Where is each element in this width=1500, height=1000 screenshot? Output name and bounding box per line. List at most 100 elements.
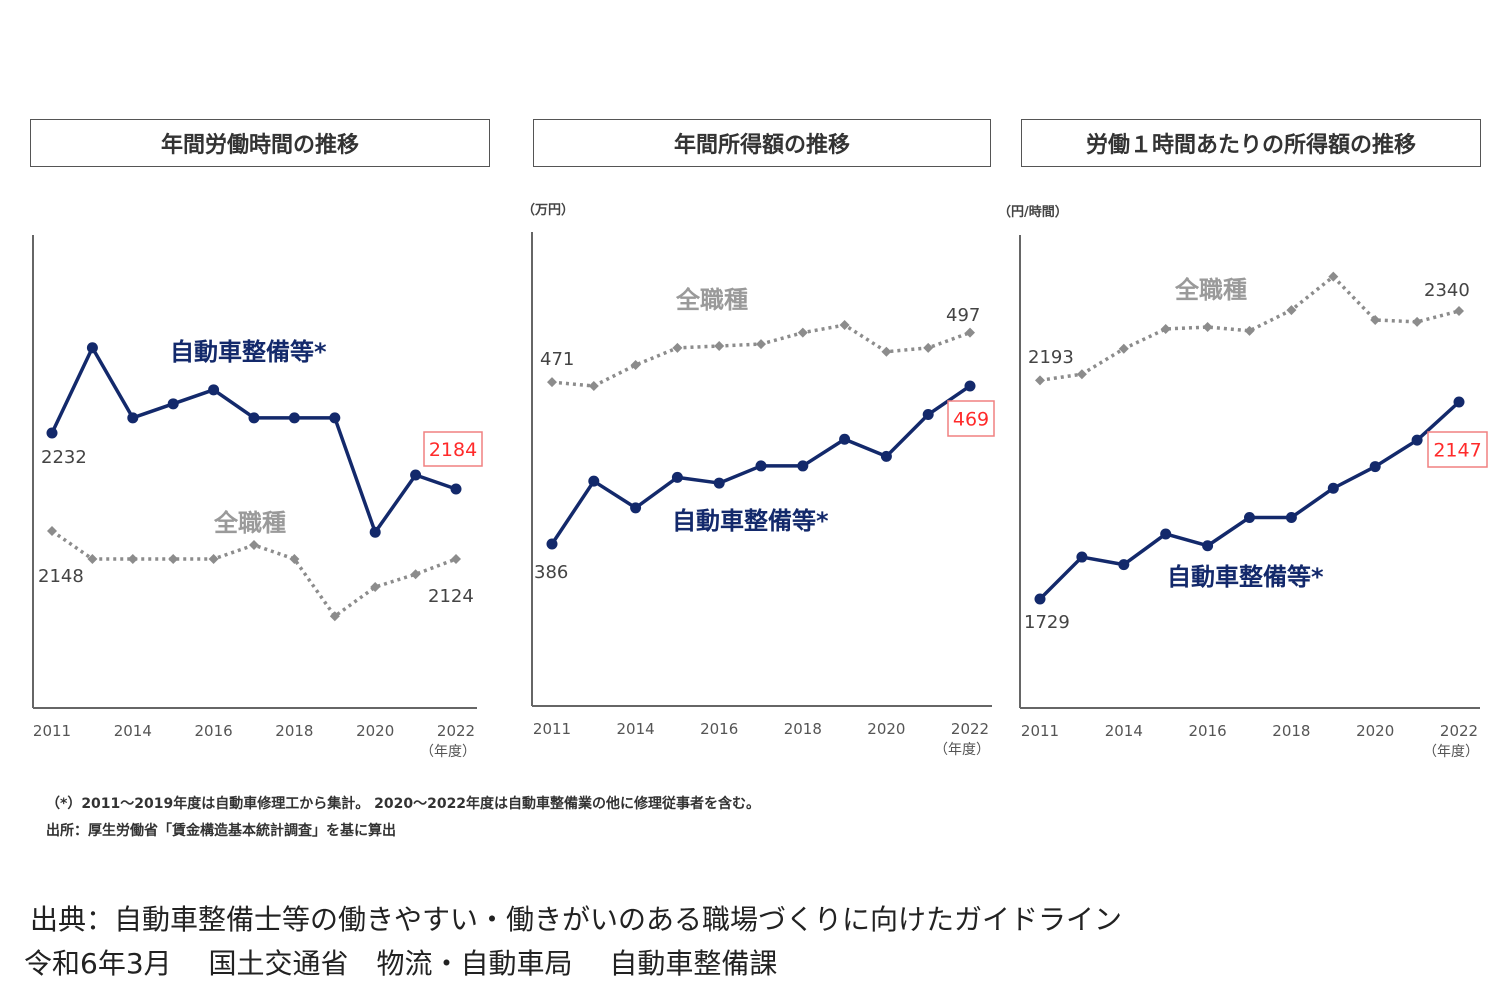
chart1-all-point-2020: [370, 582, 381, 593]
chart3-title: 労働１時間あたりの所得額の推移: [1021, 119, 1481, 167]
chart3-auto-point-2013: [1076, 551, 1088, 563]
chart1-x-tick-label: 2018: [275, 722, 313, 740]
chart1-all-point-2021: [410, 569, 421, 580]
chart3-all-point-2018: [1286, 305, 1297, 316]
chart2-x-tick-label: 2022: [951, 720, 989, 738]
chart2-all-point-2015: [672, 342, 683, 353]
chart1-all-point-2013: [87, 554, 98, 565]
chart2-all-point-2017: [756, 339, 766, 350]
chart2-x-tick-label: 2011: [533, 720, 571, 738]
chart1-all-first-value: 2148: [38, 566, 84, 587]
chart3-auto-point-2011: [1034, 593, 1046, 605]
chart1-series-label-auto: 自動車整備等*: [170, 338, 327, 366]
chart3-all-point-2011: [1035, 375, 1045, 386]
chart3-all-last-value: 2340: [1424, 280, 1470, 301]
chart2-auto-point-2016: [713, 477, 725, 489]
data-source-note: 出所：厚生労働省「賃金構造基本統計調査」を基に算出: [46, 823, 396, 839]
chart1-auto-point-2017: [248, 412, 260, 424]
chart2-auto-point-2011: [546, 538, 558, 550]
chart1-auto-point-2019: [329, 412, 341, 424]
chart2-auto-last-value: 469: [953, 409, 989, 431]
chart2-all-point-2014: [630, 360, 641, 371]
footnote: （*）2011～2019年度は自動車修理工から集計。 2020～2022年度は自…: [46, 796, 761, 812]
chart3-unit-label: （円/時間）: [998, 205, 1068, 220]
chart2-auto-point-2019: [839, 433, 851, 445]
chart1-all-point-2016: [208, 554, 219, 565]
citation-line-1: 出典：自動車整備士等の働きやすい・働きがいのある職場づくりに向けたガイドライン: [30, 903, 1123, 936]
chart1-all-point-2022: [451, 554, 461, 565]
chart3-series-label-auto: 自動車整備等*: [1167, 563, 1324, 591]
chart3-x-tick-label: 2020: [1356, 722, 1394, 740]
chart3-x-axis-label: （年度）: [1423, 744, 1479, 760]
chart3-series-label-all: 全職種: [1174, 276, 1247, 304]
chart3-auto-point-2022: [1453, 396, 1465, 408]
chart3-x-tick-label: 2014: [1105, 722, 1143, 740]
chart3-x-tick-label: 2011: [1021, 722, 1059, 740]
chart1-series-auto-line: [50, 346, 457, 534]
chart2-x-axis-label: （年度）: [934, 742, 990, 758]
chart3-all-point-2020: [1370, 314, 1381, 325]
chart1-auto-first-value: 2232: [41, 447, 87, 468]
chart1-auto-point-2021: [410, 469, 422, 481]
chart1-x-tick-label: 2022: [437, 722, 475, 740]
chart2-x-tick-label: 2014: [617, 720, 655, 738]
chart2-series-label-auto: 自動車整備等*: [672, 507, 829, 535]
chart3-all-point-2013: [1076, 369, 1087, 380]
chart3-auto-point-2020: [1369, 461, 1381, 473]
chart3-all-first-value: 2193: [1028, 347, 1074, 368]
chart1-all-point-2014: [127, 554, 138, 565]
chart3-auto-point-2014: [1118, 559, 1130, 571]
chart2-auto-point-2015: [671, 471, 683, 483]
chart1-x-axis-label: （年度）: [420, 744, 476, 760]
chart1-highlight-box: [423, 431, 483, 467]
citation-line-2: 令和6年3月 国土交通省 物流・自動車局 自動車整備課: [24, 947, 778, 980]
chart1-x-tick-label: 2020: [356, 722, 394, 740]
chart1-all-point-2011: [47, 526, 57, 537]
chart2-auto-point-2022: [964, 380, 976, 392]
chart3-auto-point-2017: [1244, 511, 1255, 523]
chart1-series-label-all: 全職種: [213, 509, 286, 537]
chart3-all-point-2014: [1118, 343, 1129, 354]
chart3-highlight-box: [1427, 431, 1488, 468]
chart1-all-point-2017: [249, 540, 259, 551]
chart1-auto-point-2016: [208, 384, 220, 396]
chart1-all-point-2019: [329, 611, 340, 622]
chart2-auto-first-value: 386: [534, 562, 568, 583]
chart3-auto-point-2018: [1285, 511, 1297, 523]
chart2-all-point-2018: [797, 327, 808, 338]
chart3-all-point-2019: [1328, 271, 1339, 282]
chart3-all-point-2021: [1412, 316, 1423, 327]
chart2-all-last-value: 497: [946, 305, 980, 326]
chart2-highlight-box: [947, 400, 995, 437]
chart1-auto-last-value: 2184: [429, 439, 477, 461]
chart3-all-point-2016: [1202, 322, 1213, 333]
chart2-auto-point-2017: [755, 460, 767, 472]
chart2-auto-point-2013: [588, 475, 600, 487]
chart2-series-all-line: [551, 323, 971, 388]
chart2-auto-point-2020: [880, 450, 892, 462]
chart2-auto-point-2021: [922, 409, 934, 421]
chart3-auto-point-2019: [1327, 482, 1339, 494]
chart1-auto-point-2018: [288, 412, 300, 424]
chart1-auto-point-2014: [127, 412, 139, 424]
chart3-x-tick-label: 2018: [1272, 722, 1310, 740]
chart1-auto-point-2020: [369, 526, 381, 538]
chart2-all-first-value: 471: [540, 349, 574, 370]
chart2-x-tick-label: 2016: [700, 720, 738, 738]
chart3-x-tick-label: 2022: [1440, 722, 1478, 740]
chart2-auto-point-2014: [630, 502, 642, 514]
chart2-title: 年間所得額の推移: [533, 119, 991, 167]
chart3-auto-point-2016: [1202, 540, 1214, 552]
chart2-all-point-2019: [839, 320, 850, 331]
chart3-auto-first-value: 1729: [1024, 612, 1070, 633]
chart1-x-tick-label: 2014: [114, 722, 152, 740]
chart2-x-tick-label: 2020: [867, 720, 905, 738]
chart1-auto-point-2015: [167, 398, 179, 410]
chart3-auto-point-2021: [1411, 434, 1423, 446]
chart1-all-point-2018: [289, 554, 300, 565]
chart2-all-point-2021: [923, 342, 934, 353]
chart2-x-tick-label: 2018: [784, 720, 822, 738]
chart1-x-tick-label: 2011: [33, 722, 71, 740]
chart3-all-point-2015: [1160, 323, 1171, 334]
